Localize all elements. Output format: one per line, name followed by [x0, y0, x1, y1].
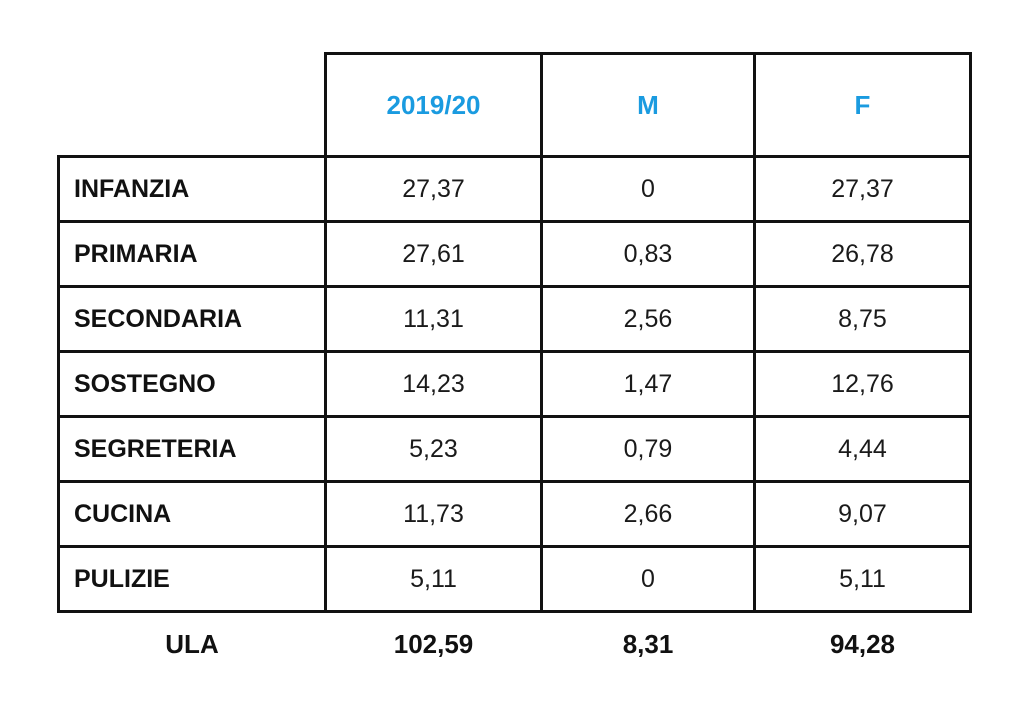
header-f: F: [753, 52, 972, 158]
table-row: PULIZIE 5,11 0 5,11: [57, 545, 972, 613]
header-year: 2019/20: [324, 52, 543, 158]
cell-m: 2,56: [540, 285, 756, 353]
cell-f: 5,11: [753, 545, 972, 613]
total-f: 94,28: [829, 628, 896, 659]
cell-f: 9,07: [753, 480, 972, 548]
cell-total: 27,61: [324, 220, 543, 288]
total-label: ULA: [165, 628, 219, 659]
cell-f: 4,44: [753, 415, 972, 483]
header-row: 2019/20 M F: [58, 52, 972, 158]
table-row: CUCINA 11,73 2,66 9,07: [57, 480, 972, 548]
staff-table: 2019/20 M F INFANZIA 27,37 0 27,37 PRIMA…: [57, 52, 972, 675]
row-label: SEGRETERIA: [57, 415, 327, 483]
cell-m: 0,79: [540, 415, 756, 483]
cell-f: 26,78: [753, 220, 972, 288]
cell-total: 27,37: [324, 155, 543, 223]
cell-total: 11,31: [324, 285, 543, 353]
cell-total: 11,73: [324, 480, 543, 548]
cell-m: 0: [540, 155, 756, 223]
staff-table-container: 2019/20 M F INFANZIA 27,37 0 27,37 PRIMA…: [57, 52, 972, 675]
cell-f: 8,75: [753, 285, 972, 353]
row-label: CUCINA: [57, 480, 327, 548]
cell-total: 5,23: [324, 415, 543, 483]
row-label: PULIZIE: [57, 545, 327, 613]
row-label: PRIMARIA: [57, 220, 327, 288]
total-sum: 102,59: [393, 628, 474, 659]
row-label: SOSTEGNO: [57, 350, 327, 418]
header-corner: [58, 53, 327, 158]
table-row: INFANZIA 27,37 0 27,37: [57, 155, 972, 223]
cell-f: 27,37: [753, 155, 972, 223]
cell-m: 1,47: [540, 350, 756, 418]
cell-m: 2,66: [540, 480, 756, 548]
table-row: SOSTEGNO 14,23 1,47 12,76: [57, 350, 972, 418]
cell-m: 0: [540, 545, 756, 613]
row-label: INFANZIA: [57, 155, 327, 223]
cell-total: 14,23: [324, 350, 543, 418]
table-row: SEGRETERIA 5,23 0,79 4,44: [57, 415, 972, 483]
total-row: ULA 102,59 8,31 94,28: [59, 612, 971, 676]
table-row: SECONDARIA 11,31 2,56 8,75: [57, 285, 972, 353]
header-m: M: [540, 52, 756, 158]
cell-total: 5,11: [324, 545, 543, 613]
cell-f: 12,76: [753, 350, 972, 418]
cell-m: 0,83: [540, 220, 756, 288]
total-m: 8,31: [622, 628, 674, 659]
table-row: PRIMARIA 27,61 0,83 26,78: [57, 220, 972, 288]
row-label: SECONDARIA: [57, 285, 327, 353]
